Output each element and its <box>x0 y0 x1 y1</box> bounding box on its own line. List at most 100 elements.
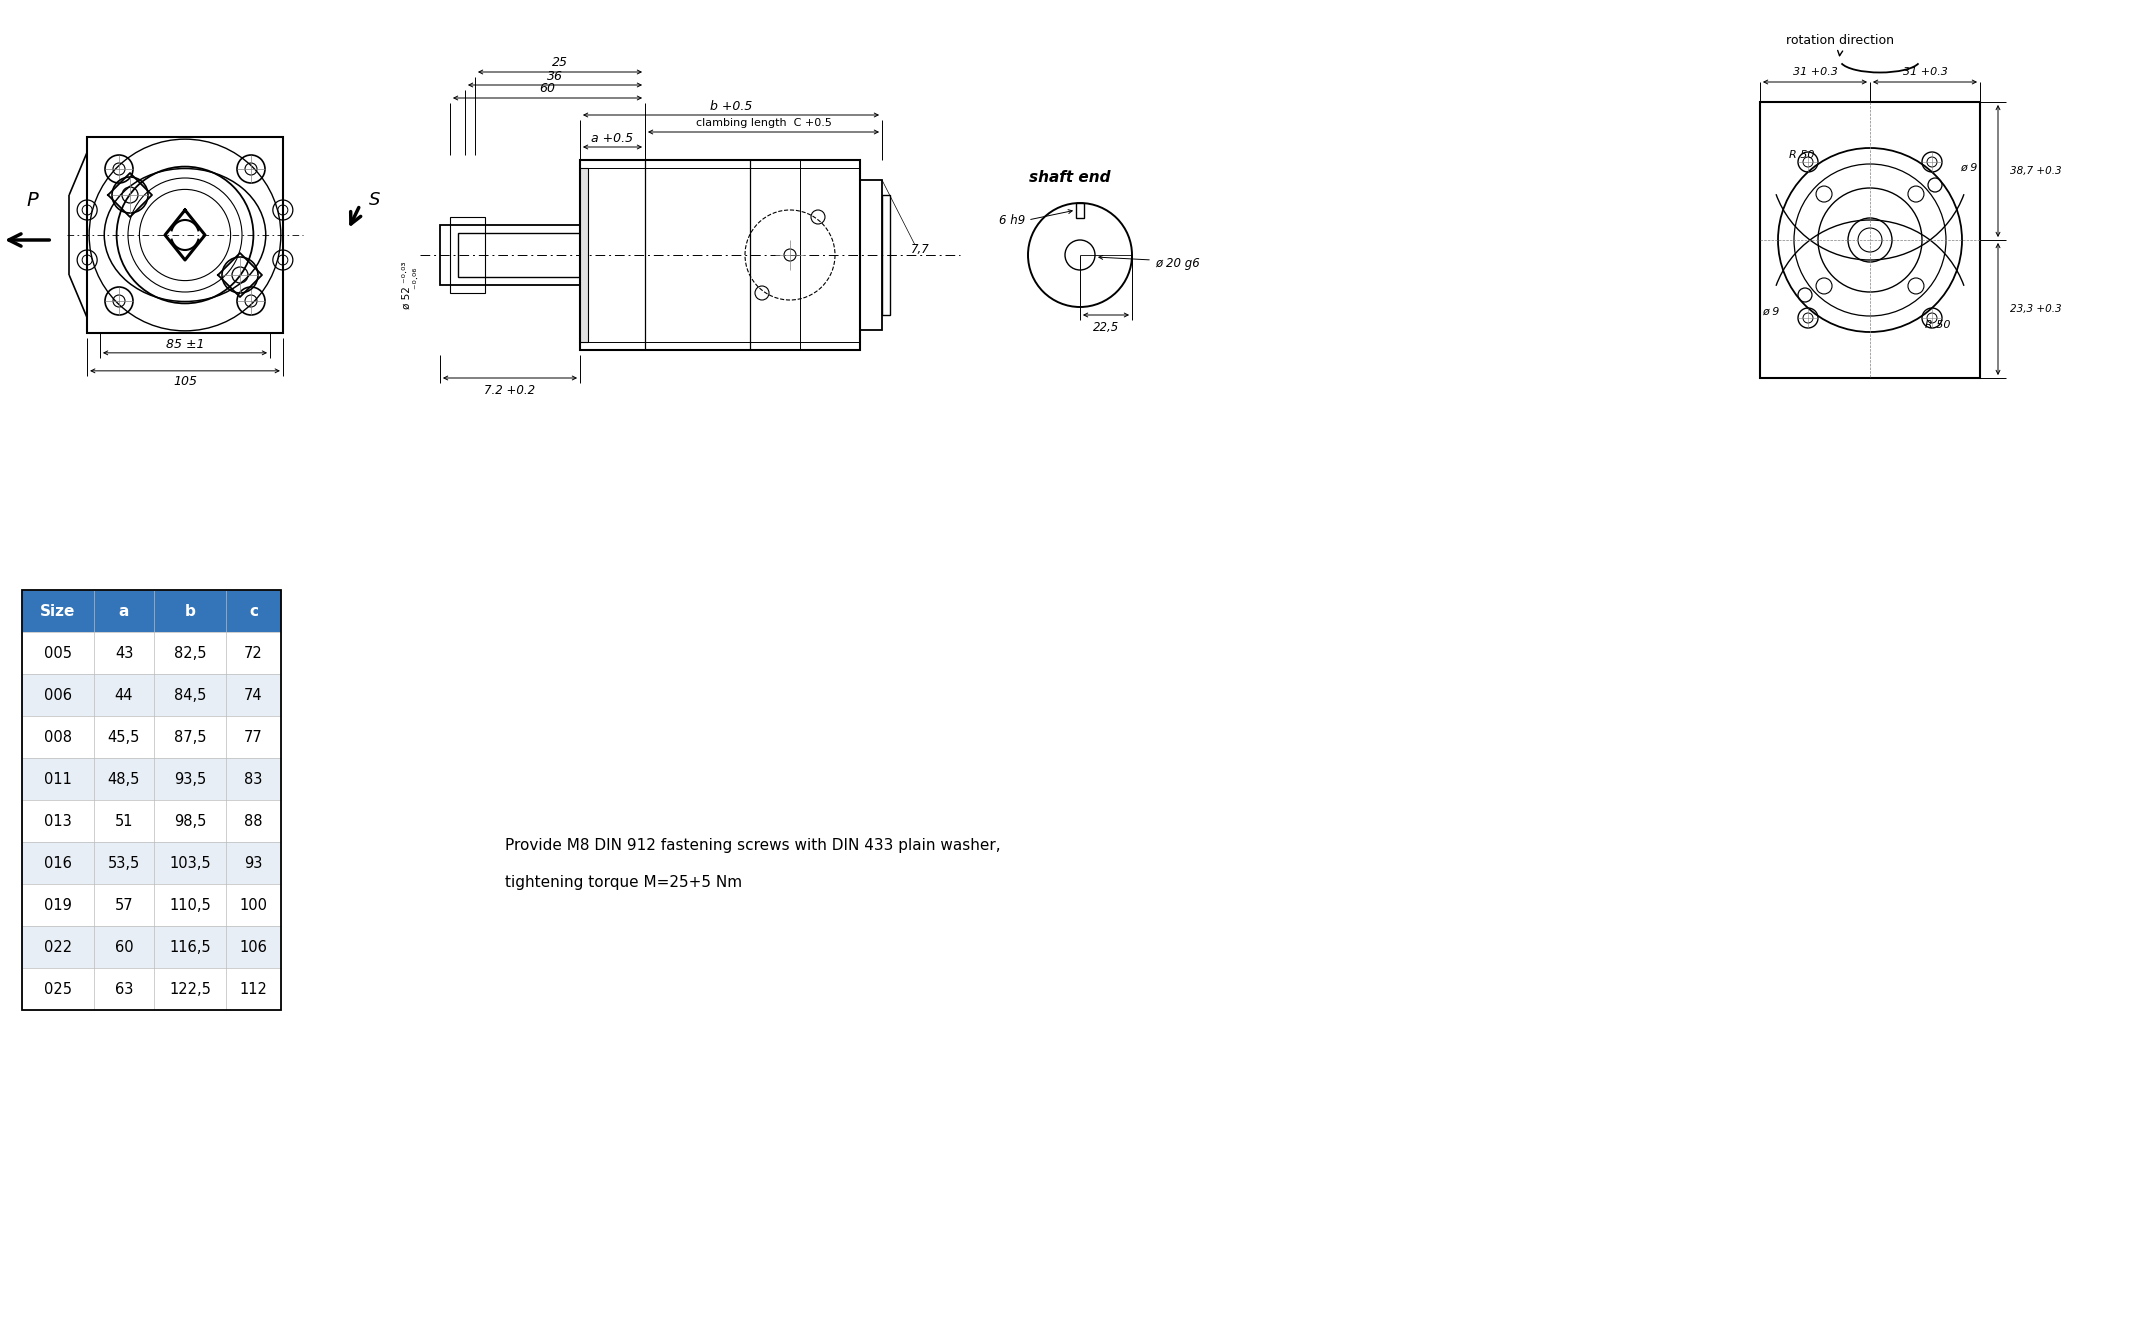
Bar <box>88 138 283 332</box>
Text: a: a <box>118 604 129 618</box>
Text: rotation direction: rotation direction <box>1786 33 1893 46</box>
Bar <box>94 800 154 842</box>
Text: a +0.5: a +0.5 <box>592 131 635 144</box>
Text: 6 h9: 6 h9 <box>999 213 1025 226</box>
Text: 57: 57 <box>114 898 133 912</box>
Text: 44: 44 <box>116 687 133 703</box>
Bar <box>225 716 281 759</box>
Text: 116,5: 116,5 <box>169 940 210 955</box>
Text: 103,5: 103,5 <box>169 855 210 870</box>
Bar <box>21 591 281 1010</box>
Bar <box>225 925 281 968</box>
Text: 23,3 +0.3: 23,3 +0.3 <box>2011 305 2063 314</box>
Text: 74: 74 <box>244 687 264 703</box>
Bar <box>581 168 587 342</box>
Text: Provide M8 DIN 912 fastening screws with DIN 433 plain washer,: Provide M8 DIN 912 fastening screws with… <box>506 838 1001 853</box>
Bar <box>94 716 154 759</box>
Text: 25: 25 <box>551 57 568 69</box>
Bar <box>154 632 225 674</box>
Bar <box>225 591 281 632</box>
Text: 112: 112 <box>240 981 268 997</box>
Text: clambing length  C +0.5: clambing length C +0.5 <box>695 118 832 128</box>
Text: 83: 83 <box>244 772 264 786</box>
Bar <box>459 233 581 277</box>
Text: shaft end: shaft end <box>1029 169 1111 184</box>
Bar <box>94 968 154 1010</box>
Text: 22,5: 22,5 <box>1093 322 1119 335</box>
Bar <box>225 968 281 1010</box>
Text: Size: Size <box>41 604 75 618</box>
Bar <box>225 800 281 842</box>
Text: 72: 72 <box>244 646 264 661</box>
Bar <box>881 195 890 315</box>
Text: S: S <box>369 191 382 209</box>
Text: ø 9: ø 9 <box>1960 163 1977 173</box>
Text: 025: 025 <box>45 981 73 997</box>
Bar <box>94 759 154 800</box>
Text: 38,7 +0.3: 38,7 +0.3 <box>2011 166 2063 176</box>
Text: 93: 93 <box>244 855 264 870</box>
Bar <box>21 632 94 674</box>
Bar <box>154 925 225 968</box>
Text: b: b <box>184 604 195 618</box>
Text: 51: 51 <box>116 813 133 829</box>
Text: R 50: R 50 <box>1925 320 1951 330</box>
Text: 84,5: 84,5 <box>174 687 206 703</box>
Text: 106: 106 <box>240 940 268 955</box>
Text: ø 9: ø 9 <box>1762 307 1780 316</box>
Text: 87,5: 87,5 <box>174 730 206 744</box>
Text: 110,5: 110,5 <box>169 898 210 912</box>
Text: 63: 63 <box>116 981 133 997</box>
Bar <box>21 759 94 800</box>
Text: R 50: R 50 <box>1790 150 1814 160</box>
Text: 013: 013 <box>45 813 73 829</box>
Text: 100: 100 <box>240 898 268 912</box>
Text: 7.2 +0.2: 7.2 +0.2 <box>485 384 536 396</box>
Text: 31 +0.3: 31 +0.3 <box>1792 68 1837 77</box>
Text: ø 52 ⁻⁰⋅⁰³
    ⁻⁰⋅⁰⁶: ø 52 ⁻⁰⋅⁰³ ⁻⁰⋅⁰⁶ <box>401 261 422 308</box>
Bar <box>225 674 281 716</box>
Text: 82,5: 82,5 <box>174 646 206 661</box>
Bar <box>1076 203 1085 218</box>
Text: 31 +0.3: 31 +0.3 <box>1902 68 1947 77</box>
Bar <box>21 884 94 925</box>
Text: 77: 77 <box>244 730 264 744</box>
Text: 85 ±1: 85 ±1 <box>165 339 204 351</box>
Text: 45,5: 45,5 <box>107 730 139 744</box>
Bar <box>94 674 154 716</box>
Text: 43: 43 <box>116 646 133 661</box>
Text: 60: 60 <box>540 82 555 95</box>
Bar <box>860 180 881 330</box>
Text: b +0.5: b +0.5 <box>710 99 753 113</box>
Bar <box>225 759 281 800</box>
Text: 008: 008 <box>45 730 73 744</box>
Bar <box>440 225 581 285</box>
Text: 019: 019 <box>45 898 73 912</box>
Text: 88: 88 <box>244 813 264 829</box>
Text: 005: 005 <box>45 646 73 661</box>
Bar <box>154 674 225 716</box>
Text: tightening torque M=25+5 Nm: tightening torque M=25+5 Nm <box>506 875 742 890</box>
Text: 93,5: 93,5 <box>174 772 206 786</box>
Bar <box>94 884 154 925</box>
Bar <box>154 800 225 842</box>
Bar <box>94 591 154 632</box>
Bar <box>94 842 154 884</box>
Text: 7,7: 7,7 <box>911 244 928 257</box>
Text: 122,5: 122,5 <box>169 981 210 997</box>
Text: 006: 006 <box>45 687 73 703</box>
Bar <box>1760 102 1981 377</box>
Bar <box>450 217 485 293</box>
Text: 53,5: 53,5 <box>107 855 139 870</box>
Text: 016: 016 <box>45 855 73 870</box>
Bar <box>581 160 860 350</box>
Text: 011: 011 <box>45 772 73 786</box>
Bar <box>225 632 281 674</box>
Text: ø 20 g6: ø 20 g6 <box>1156 257 1201 270</box>
Bar <box>225 884 281 925</box>
Bar <box>154 759 225 800</box>
Text: P: P <box>26 191 39 209</box>
Text: 48,5: 48,5 <box>107 772 139 786</box>
Text: 36: 36 <box>547 69 564 82</box>
Bar <box>21 591 94 632</box>
